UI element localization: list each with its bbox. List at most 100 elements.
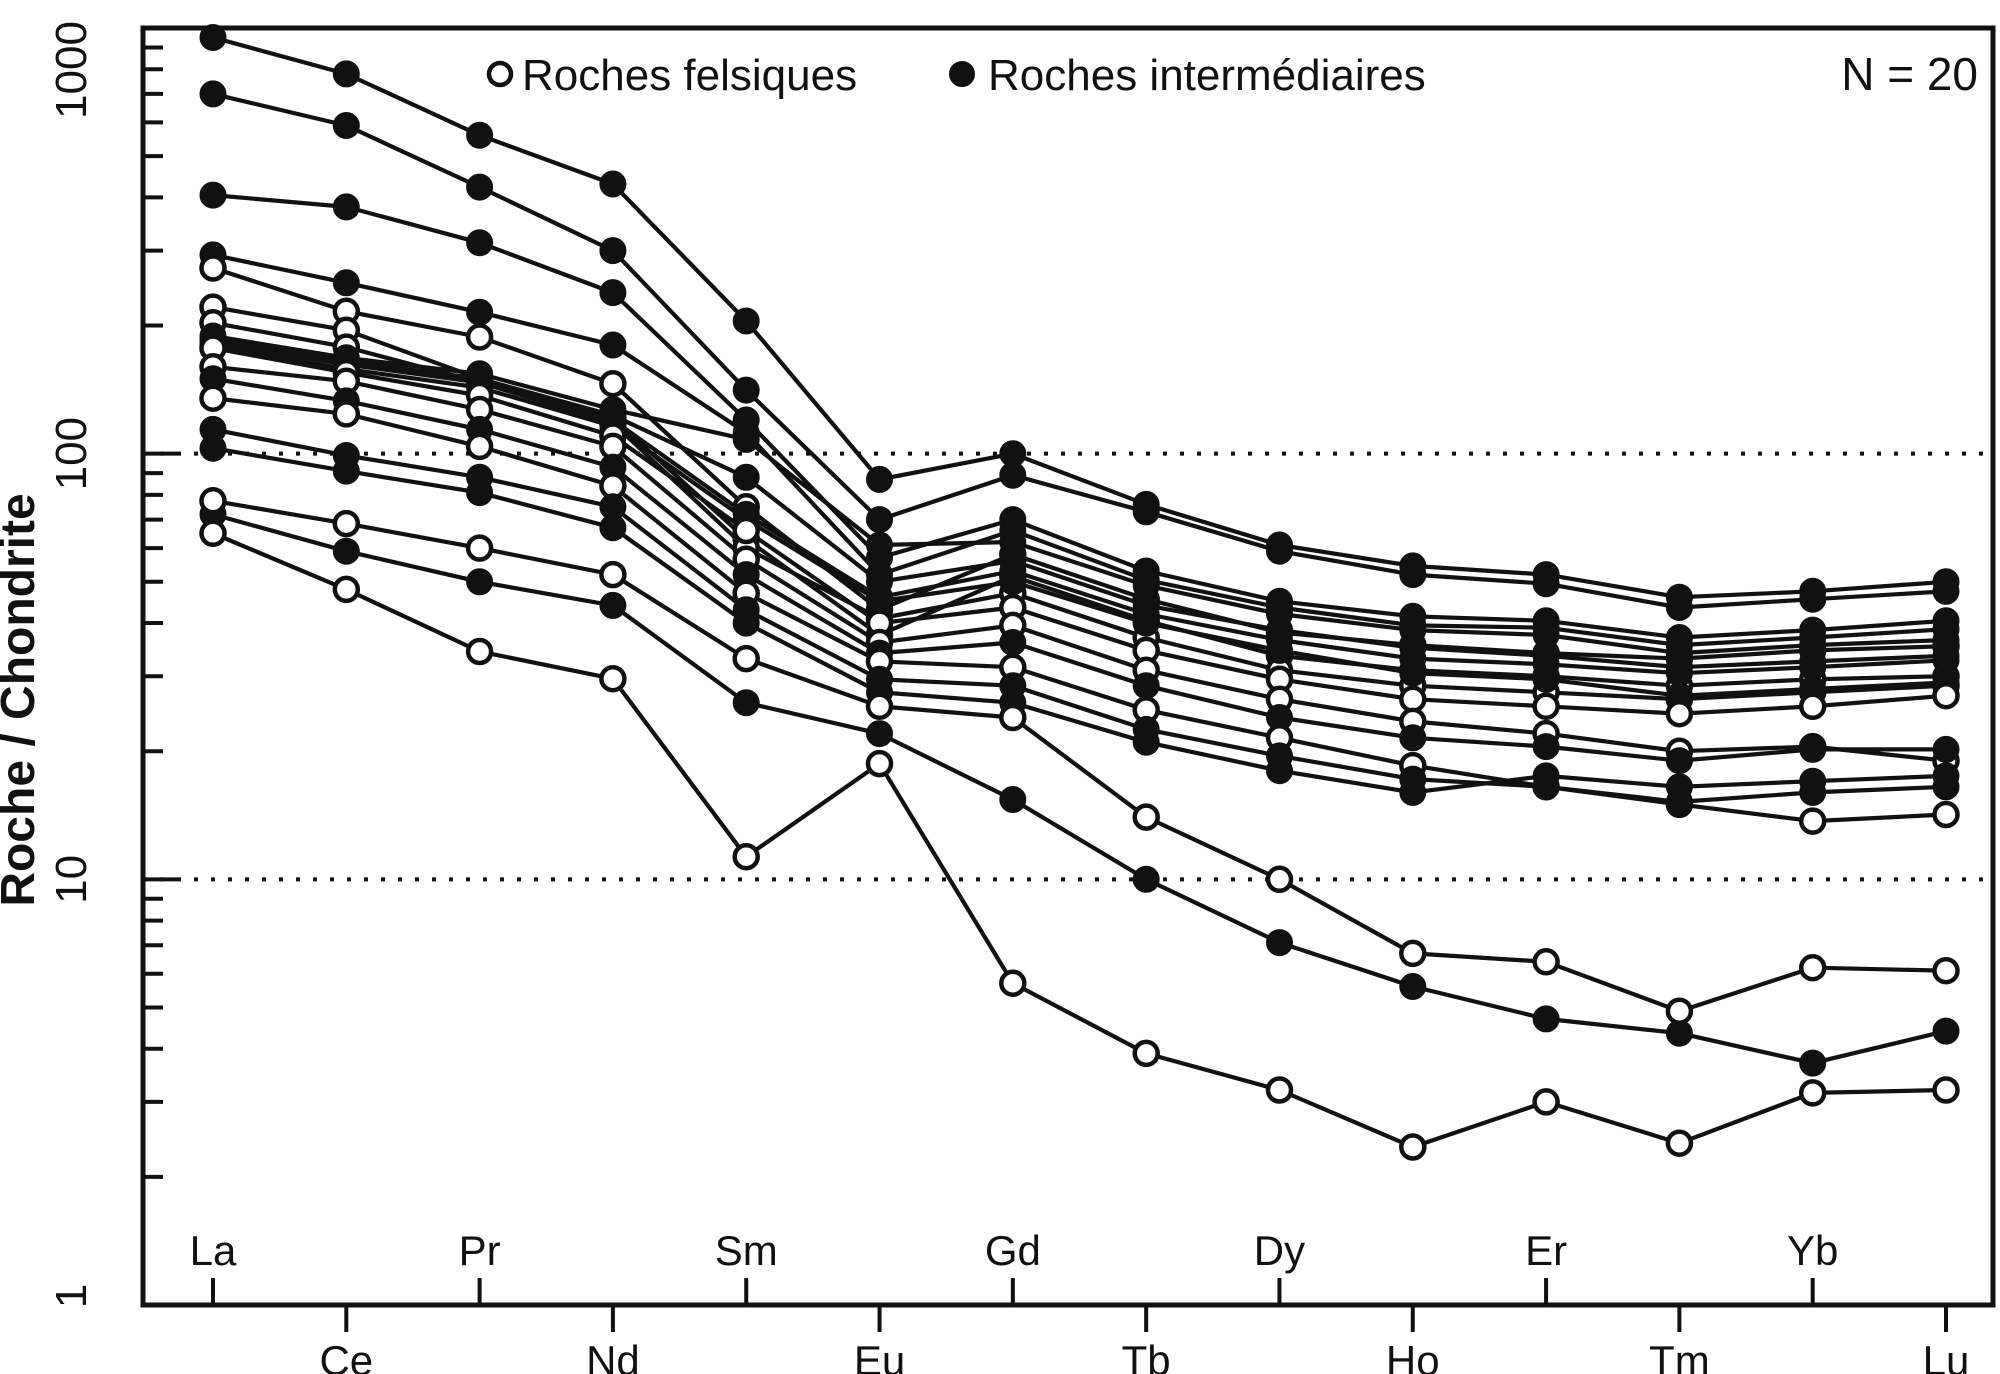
data-point [1798, 953, 1827, 982]
series-line-intermediaire-08 [210, 342, 1949, 698]
series-line-felsique-04 [210, 346, 1949, 716]
y-tick-label-10: 10 [47, 855, 96, 904]
data-point [1932, 1076, 1960, 1104]
series-line-intermediaire-06 [210, 336, 1949, 670]
series-line-felsique-01 [210, 265, 1949, 661]
data-point [1799, 767, 1827, 795]
data-point [1266, 537, 1293, 565]
data-point [1532, 948, 1560, 976]
series-markers-felsique-08 [199, 519, 1960, 1161]
legend-label-felsiques: Roches felsiques [522, 51, 857, 100]
data-point [1265, 865, 1294, 894]
data-point [1399, 724, 1427, 752]
data-point [1399, 778, 1427, 806]
data-point [199, 384, 227, 412]
x-label-Dy: Dy [1254, 1227, 1305, 1274]
legend-open-circle-icon [486, 60, 514, 88]
data-point [732, 516, 760, 545]
data-point [999, 703, 1027, 732]
data-point [1532, 733, 1560, 761]
series-line-intermediaire-02 [210, 91, 1949, 610]
data-point [1266, 929, 1293, 957]
data-point [1665, 773, 1693, 801]
data-point [599, 170, 627, 198]
series-line-intermediaire-07 [210, 339, 1949, 676]
data-point [1665, 747, 1693, 775]
data-point [332, 575, 361, 604]
data-point [1665, 659, 1693, 687]
data-point [1932, 681, 1960, 710]
data-point [999, 461, 1027, 489]
data-point [732, 609, 760, 637]
series-markers-intermediaire-12 [199, 500, 1960, 1077]
data-point [1799, 585, 1827, 613]
data-point [1532, 762, 1560, 790]
data-point [1132, 498, 1160, 526]
data-point [1532, 1088, 1560, 1116]
data-point [599, 560, 627, 589]
x-label-Er: Er [1525, 1227, 1567, 1274]
data-point [465, 534, 494, 562]
x-axis-element-labels: La Ce Pr Nd Sm Eu Gd Tb Dy Ho Er Tm Yb Lu [190, 1227, 1970, 1374]
x-label-Sm: Sm [715, 1227, 778, 1274]
series-line-felsique-07 [210, 498, 1949, 1014]
data-point [732, 644, 760, 673]
x-label-La: La [190, 1227, 237, 1274]
data-point [999, 629, 1027, 656]
series-line-intermediaire-01 [210, 35, 1949, 600]
y-axis-title: Roche / Chondrite [0, 493, 45, 906]
data-series-lines [210, 35, 1949, 1150]
series-markers-intermediaire-07 [199, 328, 1960, 687]
data-point [1265, 1076, 1294, 1104]
data-point [332, 193, 360, 221]
data-point [1932, 762, 1960, 790]
data-point [1266, 636, 1293, 664]
data-point [199, 519, 227, 548]
sample-count-annotation: N = 20 [1841, 48, 1978, 100]
x-label-Tm: Tm [1649, 1337, 1710, 1374]
data-point [1932, 577, 1960, 605]
data-point [332, 537, 360, 565]
data-point [1132, 803, 1160, 831]
data-point [599, 331, 627, 359]
data-point [466, 121, 494, 149]
data-point [866, 506, 893, 534]
data-point [1532, 1005, 1560, 1033]
data-point [999, 568, 1027, 596]
x-label-Tb: Tb [1122, 1337, 1171, 1374]
legend-filled-circle-icon [949, 61, 975, 87]
data-point [1132, 609, 1160, 637]
x-label-Ce: Ce [319, 1337, 373, 1374]
data-point [599, 369, 627, 398]
data-point [1932, 735, 1960, 763]
data-point [1798, 692, 1827, 721]
data-point [1665, 594, 1693, 621]
data-point [1798, 1079, 1827, 1107]
data-point [865, 692, 894, 721]
data-point [199, 254, 227, 282]
legend: Roches felsiques Roches intermédiaires [486, 51, 1426, 100]
data-point [332, 112, 360, 139]
data-point [1399, 939, 1427, 968]
x-label-Lu: Lu [1923, 1337, 1970, 1374]
data-point [1532, 665, 1560, 693]
data-point [1132, 672, 1160, 700]
data-point [332, 509, 361, 538]
data-point [199, 24, 227, 51]
data-point [1532, 570, 1560, 598]
series-line-intermediaire-11 [210, 446, 1949, 795]
data-point [466, 479, 494, 507]
data-point [1932, 1017, 1960, 1045]
y-tick-label-100: 100 [47, 417, 96, 490]
data-point [599, 591, 627, 619]
y-tick-label-1: 1 [47, 1284, 96, 1308]
series-line-intermediaire-04 [210, 252, 1949, 648]
data-point [466, 229, 494, 257]
data-series-markers [199, 24, 1960, 1161]
data-point [1932, 956, 1960, 985]
data-point [732, 307, 760, 335]
series-line-intermediaire-03 [210, 193, 1949, 640]
data-point [732, 376, 760, 404]
x-label-Pr: Pr [459, 1227, 501, 1274]
